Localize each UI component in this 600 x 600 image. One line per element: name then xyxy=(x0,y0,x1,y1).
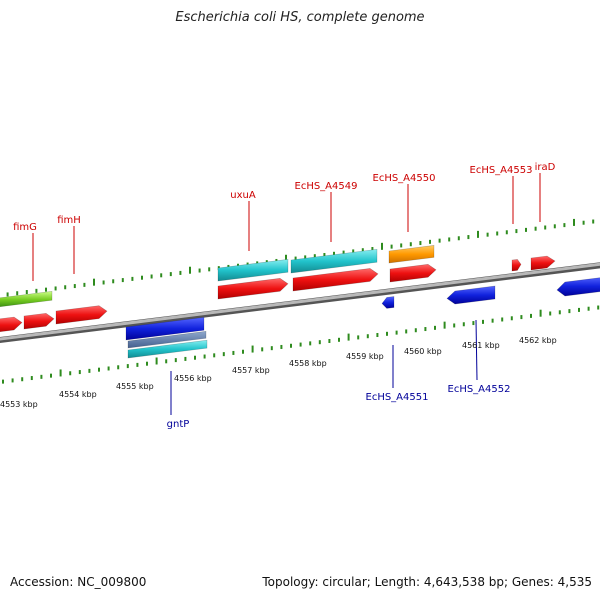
gene-label-EcHS_A4549: EcHS_A4549 xyxy=(295,181,358,192)
gntP-cds-steel xyxy=(127,330,207,349)
gntP-cds-cyan xyxy=(127,339,208,359)
label-leaders xyxy=(32,173,541,415)
backbone xyxy=(0,262,600,344)
scale-label-4554-kbp: 4554 kbp xyxy=(59,390,97,399)
scale-label-4558-kbp: 4558 kbp xyxy=(289,359,327,368)
gene-labels: fimG fimH uxuA EcHS_A4549 EcHS_A4550 EcHS_A45… xyxy=(13,162,556,430)
fimG-gene-arrow xyxy=(0,316,23,333)
scale-label-4559-kbp: 4559 kbp xyxy=(346,352,384,361)
backbone-line xyxy=(0,262,600,341)
gene-label-EcHS_A4550: EcHS_A4550 xyxy=(373,173,436,184)
EcHS_A4553-gene-arrow xyxy=(511,259,522,272)
gene-label-uxuA: uxuA xyxy=(230,190,256,201)
fim-gene-arrow xyxy=(55,305,108,325)
scale-label-4556-kbp: 4556 kbp xyxy=(174,374,212,383)
accession-text: Accession: NC_009800 xyxy=(10,575,147,589)
leader-EcHS_A4552 xyxy=(475,319,478,381)
gene-label-fimH: fimH xyxy=(57,215,81,226)
EcHS_A4550-gene-arrow xyxy=(389,263,437,283)
uxuA-gene-arrow xyxy=(217,277,289,300)
gene-label-EcHS_A4551: EcHS_A4551 xyxy=(366,392,429,403)
gene-label-fimG: fimG xyxy=(13,222,37,233)
EcHS_A4551-gene-arrow xyxy=(381,296,395,309)
genome-summary-text: Topology: circular; Length: 4,643,538 bp… xyxy=(262,575,592,589)
map-title: Escherichia coli HS, complete genome xyxy=(175,10,425,25)
uxuA-cds-cyan xyxy=(217,258,289,282)
scale-labels: 4553 kbp 4554 kbp 4555 kbp 4556 kbp 4557 kbp… xyxy=(0,336,557,409)
inner-tick-ring xyxy=(2,305,600,384)
downstream-gene-arrow xyxy=(556,277,600,297)
scale-label-4553-kbp: 4553 kbp xyxy=(0,400,38,409)
scale-label-4555-kbp: 4555 kbp xyxy=(116,382,154,391)
iraD-gene-arrow xyxy=(530,255,556,271)
gntP-gene-arrow xyxy=(125,316,205,341)
EcHS_A4549-cds-cyan xyxy=(290,248,378,274)
EcHS_A4550-cds-orange xyxy=(388,245,435,264)
fimH-gene-arrow xyxy=(23,312,55,330)
EcHS_A4549-gene-arrow xyxy=(292,268,379,292)
scale-label-4560-kbp: 4560 kbp xyxy=(404,347,442,356)
scale-label-4557-kbp: 4557 kbp xyxy=(232,366,270,375)
gene-features xyxy=(0,245,600,359)
gene-label-gntP: gntP xyxy=(167,419,190,430)
gene-label-iraD: iraD xyxy=(535,162,556,173)
gene-label-EcHS_A4552: EcHS_A4552 xyxy=(448,384,511,395)
EcHS_A4552-gene-arrow xyxy=(446,285,496,305)
scale-label-4561-kbp: 4561 kbp xyxy=(462,341,500,350)
fim-cds-green xyxy=(0,290,53,308)
gene-label-EcHS_A4553: EcHS_A4553 xyxy=(470,165,533,176)
scale-label-4562-kbp: 4562 kbp xyxy=(519,336,557,345)
